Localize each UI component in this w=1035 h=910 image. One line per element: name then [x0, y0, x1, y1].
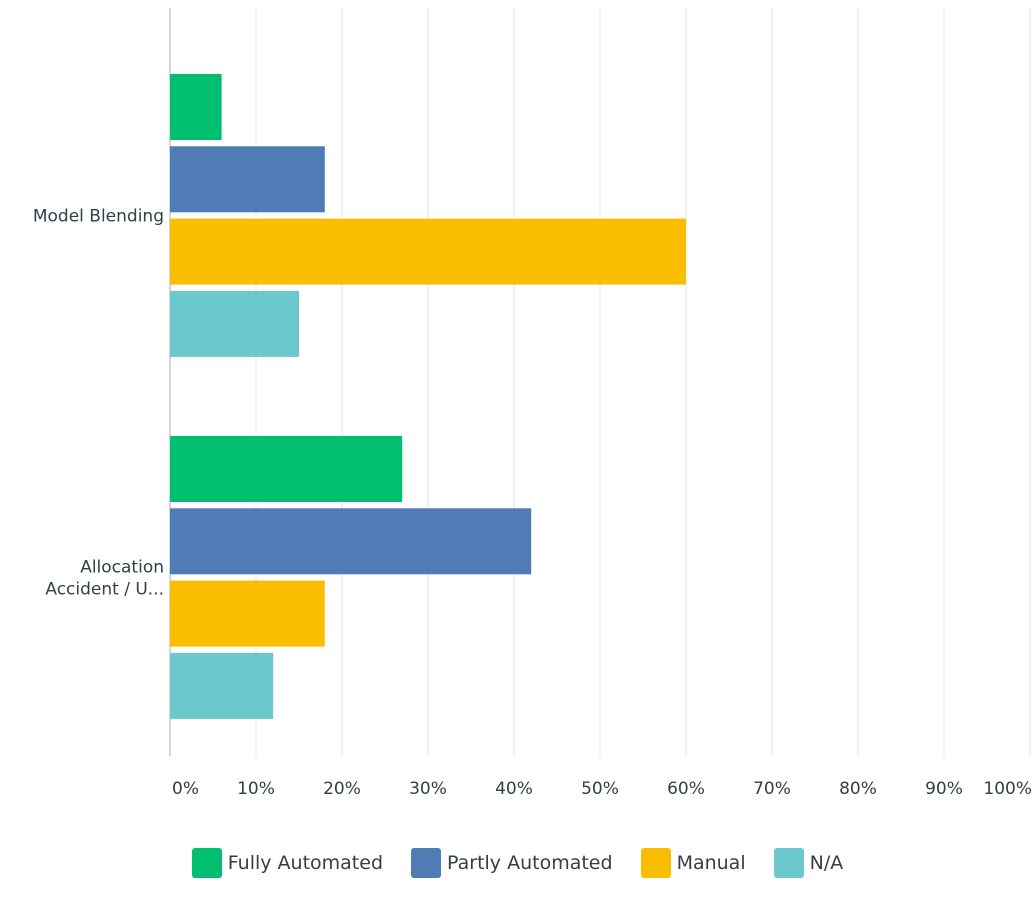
x-tick-label: 100% [983, 779, 1032, 799]
x-tick-label: 10% [237, 779, 275, 799]
x-tick-label: 90% [925, 779, 963, 799]
category-label: Model Blending [33, 206, 164, 226]
legend-swatch [191, 848, 222, 878]
legend-label: N/A [809, 852, 844, 874]
legend-swatch [640, 848, 671, 878]
x-tick-label: 20% [323, 779, 361, 799]
legend-item: Manual [640, 848, 746, 878]
legend-label: Manual [676, 852, 746, 874]
legend-label: Fully Automated [227, 852, 384, 874]
x-tick-label: 70% [753, 779, 791, 799]
category-label: Allocation [80, 557, 164, 577]
bar [170, 508, 532, 575]
bar [170, 74, 222, 140]
bar [170, 436, 403, 502]
x-tick-label: 30% [409, 779, 447, 799]
x-tick-label: 80% [839, 779, 877, 799]
x-tick-label: 0% [172, 779, 199, 799]
legend-swatch [773, 848, 804, 878]
legend-item: N/A [773, 848, 844, 878]
legend-item: Partly Automated [411, 848, 613, 878]
bar [170, 652, 274, 719]
x-tick-label: 40% [495, 779, 533, 799]
category-label: Accident / U... [45, 579, 164, 599]
bar [170, 290, 299, 357]
x-tick-label: 50% [581, 779, 619, 799]
bar [170, 218, 686, 285]
legend-swatch [411, 848, 442, 878]
x-tick-label: 60% [667, 779, 705, 799]
legend-item: Fully Automated [191, 848, 384, 878]
legend: Fully Automated Partly Automated Manual N/A [0, 848, 1035, 878]
bar [170, 146, 325, 213]
bar [170, 580, 325, 647]
legend-label: Partly Automated [447, 852, 613, 874]
